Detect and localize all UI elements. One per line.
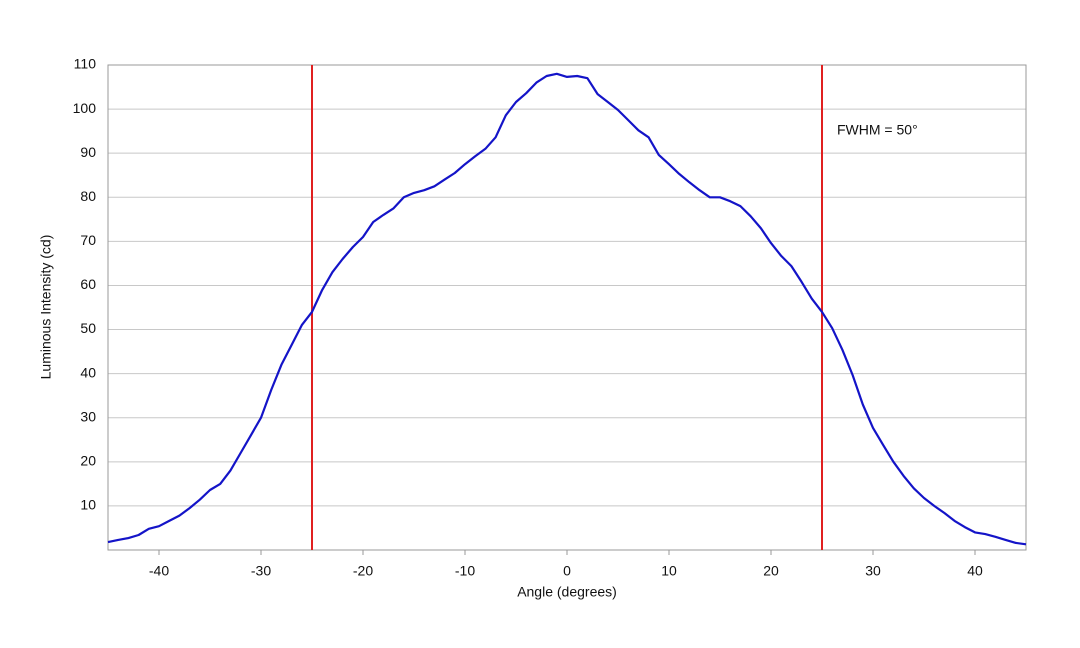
x-axis-label: Angle (degrees) — [517, 584, 617, 600]
x-tick-label: -20 — [353, 563, 373, 579]
x-tick-label: -40 — [149, 563, 169, 579]
y-tick-label: 60 — [80, 276, 96, 292]
annotation: FWHM = 50° — [837, 122, 918, 138]
y-tick-label: 20 — [80, 453, 96, 469]
y-tick-label: 10 — [80, 497, 96, 513]
y-axis-label: Luminous Intensity (cd) — [38, 235, 54, 380]
y-tick-label: 110 — [74, 56, 97, 72]
y-tick-label: 80 — [80, 188, 96, 204]
x-tick-label: 30 — [865, 563, 881, 579]
x-tick-label: 0 — [563, 563, 571, 579]
y-tick-label: 50 — [80, 320, 96, 336]
data-line — [107, 72, 1027, 546]
x-tick-label: 20 — [763, 563, 779, 579]
y-tick-label: 40 — [80, 364, 96, 380]
plot-frame — [107, 64, 1027, 551]
x-tick-label: 40 — [967, 563, 983, 579]
x-tick-label: -10 — [455, 563, 475, 579]
y-tick-label: 30 — [80, 408, 96, 424]
x-tick-label: 10 — [661, 563, 677, 579]
x-tick-label: -30 — [251, 563, 271, 579]
y-tick-label: 90 — [80, 144, 96, 160]
y-tick-label: 100 — [73, 100, 97, 116]
y-tick-label: 70 — [80, 232, 96, 248]
